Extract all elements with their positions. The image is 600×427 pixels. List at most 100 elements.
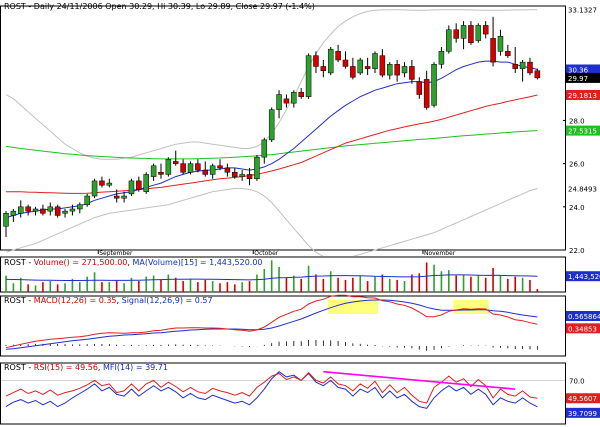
candle-body xyxy=(512,64,518,69)
volume-bar xyxy=(64,283,66,292)
blue-moving-average xyxy=(5,60,538,219)
candle-body xyxy=(158,172,164,175)
volume-bar xyxy=(492,267,494,292)
rsi-value-label-bg xyxy=(566,393,600,404)
volume-bar xyxy=(270,260,273,292)
candle-body xyxy=(468,25,474,43)
volume-bar xyxy=(396,279,398,292)
candle-body xyxy=(209,165,216,175)
price-value-label-bg xyxy=(566,89,600,100)
volume-bar xyxy=(359,275,362,292)
candle-body xyxy=(143,174,149,192)
volume-chart-title: ROST - Volume() = 271,500.00, MA(Volume)… xyxy=(4,258,263,267)
candle-body xyxy=(534,70,541,79)
candle-body xyxy=(335,51,341,61)
candle-body xyxy=(47,206,54,212)
signal-value-label-bg xyxy=(566,311,600,321)
volume-bar xyxy=(440,271,443,292)
volume-bar xyxy=(152,275,155,292)
volume-bar xyxy=(521,277,524,292)
candle-body xyxy=(320,66,327,72)
candle-body xyxy=(416,81,423,95)
volume-bar xyxy=(182,281,184,292)
volume-bar xyxy=(285,277,288,292)
candle-body xyxy=(254,156,260,179)
volume-bar xyxy=(101,282,103,292)
candle-body xyxy=(519,61,526,69)
mfi-line xyxy=(5,371,538,409)
price-value-label: 33.1327 xyxy=(568,7,597,15)
candle-body xyxy=(313,55,319,67)
macd-chart: 0.565864 0.34853 xyxy=(0,294,600,357)
candle-body xyxy=(342,59,349,67)
candle-body xyxy=(3,213,9,227)
candle-body xyxy=(364,66,371,69)
panel-frame xyxy=(0,5,566,251)
price-chart: September October November 22.0 24.0 26.0 28.0… xyxy=(0,4,600,256)
volume-bar xyxy=(263,269,266,292)
rsi-value-label: 49.5607 xyxy=(568,395,597,403)
candle-body xyxy=(224,167,231,173)
volume-bar xyxy=(484,277,487,292)
volume-bar xyxy=(381,274,384,292)
candle-body xyxy=(54,206,61,216)
crossover-highlight xyxy=(453,300,489,314)
volume-ma-title-series: MA(Volume)[15] = 1,443,520.00 xyxy=(132,258,263,267)
panel-frame xyxy=(0,362,566,425)
candle-body xyxy=(379,55,386,76)
candle-body xyxy=(128,180,135,195)
candle-body xyxy=(357,59,363,74)
price-value-label: 27.5315 xyxy=(568,128,597,136)
volume-bar xyxy=(425,262,428,292)
volume-bar xyxy=(352,277,354,292)
candle-body xyxy=(91,180,98,197)
volume-bar xyxy=(42,282,44,292)
price-value-label: 24.8493 xyxy=(568,185,597,193)
rsi-trendline xyxy=(323,370,516,390)
volume-bar xyxy=(366,281,369,292)
volume-bar xyxy=(108,282,111,292)
month-label: November xyxy=(424,250,456,256)
volume-bar xyxy=(374,276,376,292)
candle-body xyxy=(136,180,142,190)
candle-body xyxy=(475,25,482,41)
volume-bar xyxy=(49,281,52,292)
macd-chart-title: ROST - MACD(12,26) = 0.35, Signal(12,26,… xyxy=(4,296,213,305)
volume-value-label: 1,443,520 xyxy=(568,273,600,281)
candle-body xyxy=(446,29,452,52)
volume-bar xyxy=(12,283,15,292)
volume-bar xyxy=(27,284,29,292)
volume-bar xyxy=(499,275,502,292)
candle-body xyxy=(202,169,209,175)
volume-bar xyxy=(71,278,74,292)
candle-body xyxy=(172,161,179,164)
volume-bar xyxy=(477,275,480,292)
volume-title-series: Volume() = 271,500.00 xyxy=(33,258,128,267)
volume-bar xyxy=(256,274,258,292)
candle-body xyxy=(106,182,113,186)
signal-line xyxy=(5,299,538,350)
candle-body xyxy=(394,64,400,76)
volume-bar xyxy=(219,283,221,292)
candle-body xyxy=(32,208,39,212)
y-tick-label: 26.0 xyxy=(569,161,585,169)
price-value-label-bg xyxy=(566,72,600,83)
volume-bar xyxy=(455,275,457,292)
candle-body xyxy=(283,98,290,104)
candle-body xyxy=(246,174,253,179)
lower-band-line xyxy=(5,188,538,256)
candle-body xyxy=(165,159,172,175)
volume-bar xyxy=(241,282,243,292)
volume-bar xyxy=(197,282,199,292)
y-tick-label: 28.0 xyxy=(569,117,585,125)
volume-bar xyxy=(167,274,170,292)
crossover-highlight xyxy=(327,300,378,314)
candle-body xyxy=(217,165,223,169)
volume-bar xyxy=(462,274,465,292)
volume-bar xyxy=(315,274,317,292)
y-tick-label: 22.0 xyxy=(569,247,585,255)
volume-value-label-bg xyxy=(566,271,600,282)
macd-title-prefix: ROST - xyxy=(4,296,34,305)
candle-body xyxy=(305,55,312,97)
candle-body xyxy=(62,210,68,214)
